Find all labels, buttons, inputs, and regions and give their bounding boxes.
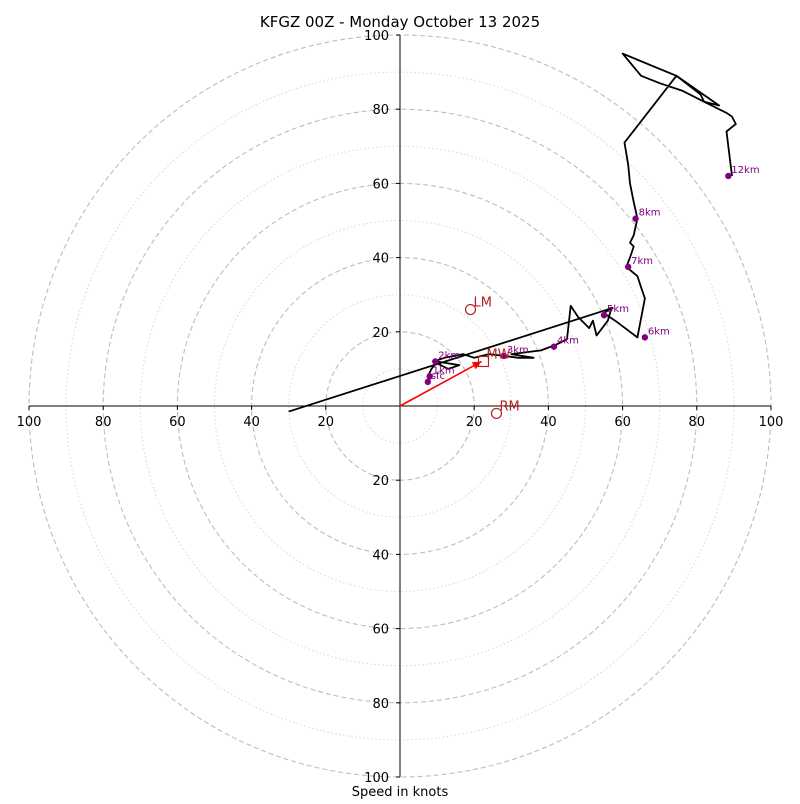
y-tick-label: 80: [372, 697, 389, 712]
storm-motion-MW: [477, 355, 490, 368]
height-marker-4km: [550, 343, 558, 350]
tick-labels: 100 80 60 40 20 20 40 60 80 100 100 80 60 40 20 20 40 60 8…: [17, 29, 784, 786]
shear-vector-line: [288, 306, 614, 413]
height-label-3km: 3km: [507, 345, 529, 356]
height-label-4km: 4km: [557, 336, 579, 347]
storm-motion-label-MW: MW: [486, 347, 510, 362]
y-tick-label: 100: [364, 771, 389, 786]
storm-motions-group: LM MW RM: [464, 296, 520, 420]
height-marker-2km: [432, 358, 439, 365]
height-label-12km: 12km: [731, 165, 759, 176]
height-marker-8km: [632, 215, 639, 222]
x-axis-label: Speed in knots: [352, 785, 449, 800]
height-marker-12km: [725, 172, 732, 180]
height-marker-sfc: [424, 378, 432, 386]
y-tick-label: 40: [372, 548, 389, 563]
height-marker-1km: [426, 373, 433, 380]
x-tick-label: 40: [243, 415, 260, 430]
height-label-1km: 1km: [433, 365, 455, 376]
x-tick-label: 100: [759, 415, 784, 430]
height-label-6km: 6km: [648, 326, 670, 337]
x-tick-label: 60: [169, 415, 186, 430]
height-label-sfc: sfc: [431, 371, 445, 382]
height-label-2km: 2km: [438, 350, 460, 361]
x-tick-label: 80: [689, 415, 706, 430]
mean-wind-arrow: [399, 360, 483, 407]
y-tick-label: 80: [372, 103, 389, 118]
x-tick-label: 100: [17, 415, 42, 430]
x-tick-label: 60: [614, 415, 631, 430]
height-marker-5km: [600, 311, 608, 319]
y-tick-label: 20: [372, 326, 389, 341]
x-tick-label: 20: [318, 415, 335, 430]
storm-motion-label-RM: RM: [499, 399, 519, 414]
mean-wind-arrowhead: [471, 361, 482, 370]
shear-vector-group: [288, 306, 614, 413]
height-marker-7km: [624, 263, 632, 271]
y-tick-label: 60: [372, 177, 389, 192]
height-marker-3km: [500, 352, 508, 360]
height-label-5km: 5km: [607, 304, 629, 315]
y-tick-label: 60: [372, 623, 389, 638]
height-marker-6km: [641, 334, 649, 341]
x-tick-label: 40: [540, 415, 557, 430]
height-label-8km: 8km: [639, 208, 661, 219]
x-tick-label: 20: [466, 415, 483, 430]
storm-motion-LM: [464, 303, 477, 316]
y-tick-label: 20: [372, 474, 389, 489]
y-tick-label: 100: [364, 29, 389, 44]
hodograph-line: [426, 52, 737, 383]
storm-motion-label-LM: LM: [473, 296, 491, 311]
height-label-7km: 7km: [631, 256, 653, 267]
chart-title: KFGZ 00Z - Monday October 13 2025: [260, 13, 540, 31]
x-tick-label: 80: [95, 415, 112, 430]
storm-motion-RM: [490, 407, 503, 420]
y-tick-label: 40: [372, 252, 389, 267]
